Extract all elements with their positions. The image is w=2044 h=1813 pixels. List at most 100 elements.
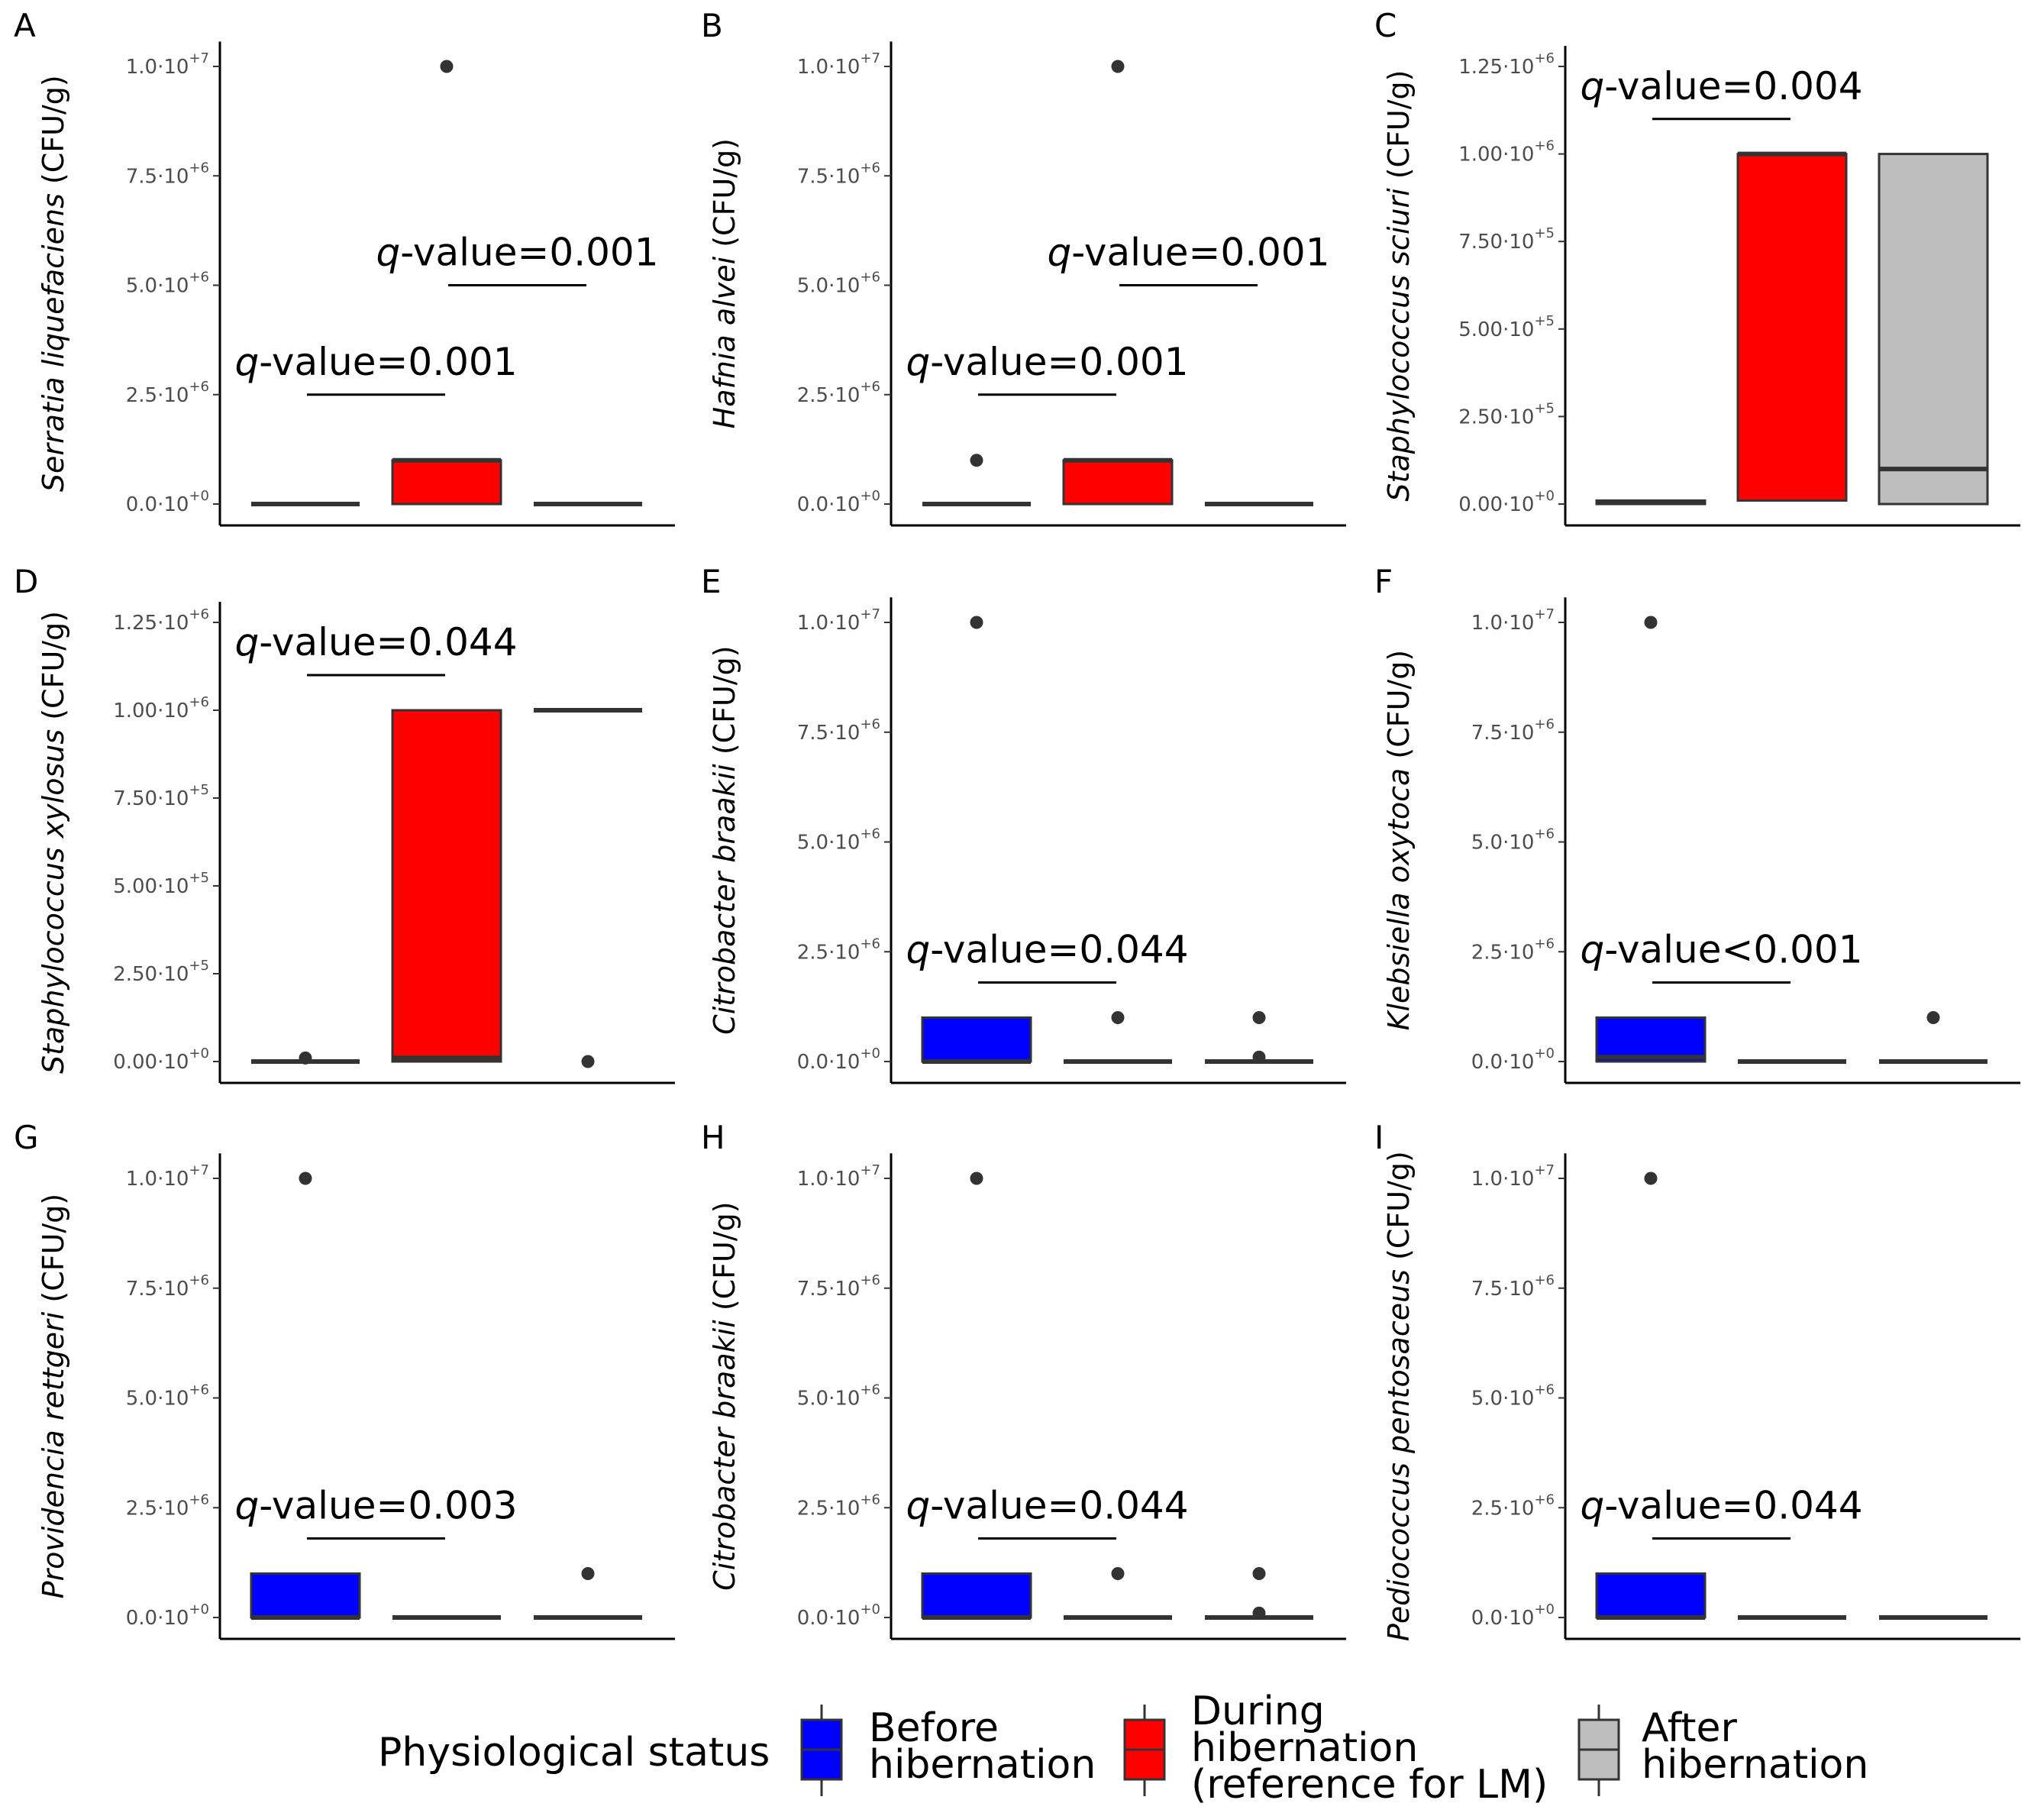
tick-mantissa: 1.00·10 bbox=[113, 700, 189, 722]
tick-mantissa: 0.0·10 bbox=[126, 1607, 189, 1630]
tick-exponent: +6 bbox=[1534, 936, 1555, 952]
y-tick-label: 5.0·10+6 bbox=[797, 1382, 880, 1411]
y-label-unit: (CFU/g) bbox=[1382, 650, 1416, 768]
box-1 bbox=[391, 709, 502, 1063]
legend-label-line: hibernation bbox=[869, 1742, 1096, 1788]
tick-exponent: +5 bbox=[1534, 225, 1555, 241]
tick-exponent: +7 bbox=[860, 50, 880, 66]
outlier-point bbox=[1111, 1567, 1125, 1580]
tick-mantissa: 2.50·10 bbox=[113, 963, 189, 986]
tick-exponent: +7 bbox=[1534, 1162, 1555, 1178]
box-0 bbox=[921, 1016, 1032, 1063]
y-tick-label: 1.0·10+7 bbox=[126, 50, 209, 79]
tick-mantissa: 1.0·10 bbox=[126, 1168, 189, 1191]
tick-mantissa: 7.50·10 bbox=[1458, 231, 1534, 254]
q-value-label: q-value<0.001 bbox=[1580, 928, 1862, 972]
tick-mantissa: 0.00·10 bbox=[113, 1051, 189, 1074]
y-tick-label: 7.5·10+6 bbox=[1471, 1272, 1555, 1301]
q-value-text: -value=0.003 bbox=[259, 1484, 517, 1528]
y-axis-label: Klebsiella oxytoca (CFU/g) bbox=[1382, 650, 1416, 1031]
y-tick-label: 0.0·10+0 bbox=[126, 488, 209, 516]
tick-exponent: +6 bbox=[1534, 1382, 1555, 1398]
tick-mantissa: 2.5·10 bbox=[1471, 1497, 1535, 1520]
outlier-point bbox=[1252, 1567, 1266, 1580]
tick-exponent: +6 bbox=[1534, 1491, 1555, 1508]
legend: Physiological status Before hibernation Dur… bbox=[378, 1689, 1868, 1808]
y-tick-label: 2.5·10+6 bbox=[126, 1491, 209, 1520]
panel-I: I0.0·10+02.5·10+65.0·10+67.5·10+61.0·10+… bbox=[1374, 1119, 2020, 1641]
legend-label-line: After bbox=[1642, 1705, 1737, 1751]
tick-exponent: +6 bbox=[860, 379, 880, 395]
y-tick-label: 5.0·10+6 bbox=[126, 1382, 209, 1411]
y-label-species: Staphylococcus xylosus bbox=[37, 729, 70, 1074]
q-value-text: -value=0.001 bbox=[400, 231, 658, 275]
q-symbol: q bbox=[1580, 64, 1604, 108]
tick-mantissa: 0.0·10 bbox=[797, 1607, 861, 1630]
q-symbol: q bbox=[234, 620, 259, 664]
tick-exponent: +7 bbox=[189, 50, 209, 66]
q-symbol: q bbox=[906, 928, 930, 972]
tick-exponent: +6 bbox=[189, 1491, 209, 1508]
y-tick-label: 0.0·10+0 bbox=[126, 1601, 209, 1630]
q-value-text: -value=0.001 bbox=[1071, 231, 1329, 275]
y-axis-label: Staphylococcus xylosus (CFU/g) bbox=[37, 611, 70, 1074]
tick-mantissa: 2.5·10 bbox=[797, 384, 861, 407]
legend-label: After hibernation bbox=[1642, 1705, 1868, 1788]
outlier-point bbox=[299, 1172, 312, 1185]
y-label-unit: (CFU/g) bbox=[37, 1194, 70, 1312]
tick-exponent: +6 bbox=[860, 1491, 880, 1508]
tick-exponent: +6 bbox=[1534, 50, 1555, 66]
q-value-label: q-value=0.044 bbox=[234, 620, 517, 664]
q-value-label: q-value=0.004 bbox=[1580, 64, 1862, 108]
y-label-unit: (CFU/g) bbox=[708, 1201, 741, 1320]
legend-label-line: Before bbox=[869, 1705, 999, 1751]
outlier-point bbox=[1111, 60, 1125, 73]
y-tick-label: 0.0·10+0 bbox=[797, 1601, 880, 1630]
tick-mantissa: 7.5·10 bbox=[126, 165, 189, 188]
q-value-label: q-value=0.001 bbox=[376, 231, 658, 275]
legend-title: Physiological status bbox=[378, 1730, 770, 1776]
q-value-label: q-value=0.044 bbox=[1580, 1484, 1862, 1528]
tick-exponent: +5 bbox=[189, 782, 209, 798]
outlier-point bbox=[1644, 616, 1658, 629]
outlier-point bbox=[970, 1172, 983, 1185]
y-tick-label: 0.00·10+0 bbox=[113, 1045, 209, 1074]
y-tick-label: 0.0·10+0 bbox=[1471, 1601, 1555, 1630]
tick-exponent: +7 bbox=[189, 1162, 209, 1178]
y-tick-label: 2.5·10+6 bbox=[797, 1491, 880, 1520]
outlier-point bbox=[1926, 1011, 1940, 1024]
y-tick-label: 1.0·10+7 bbox=[126, 1162, 209, 1191]
outlier-point bbox=[440, 60, 454, 73]
tick-mantissa: 2.5·10 bbox=[797, 941, 861, 964]
outlier-point bbox=[581, 1055, 595, 1068]
tick-exponent: +6 bbox=[860, 826, 880, 842]
q-value-text: -value=0.001 bbox=[259, 340, 517, 384]
tick-mantissa: 0.0·10 bbox=[1471, 1607, 1535, 1630]
tick-mantissa: 1.25·10 bbox=[1458, 56, 1534, 79]
y-tick-label: 5.0·10+6 bbox=[797, 270, 880, 298]
legend-label: During hibernation (reference for LM) bbox=[1191, 1689, 1548, 1808]
tick-exponent: +6 bbox=[860, 936, 880, 952]
y-tick-label: 1.0·10+7 bbox=[797, 50, 880, 79]
panel-H: H0.0·10+02.5·10+65.0·10+67.5·10+61.0·10+… bbox=[701, 1119, 1346, 1640]
tick-exponent: +6 bbox=[1534, 716, 1555, 732]
y-tick-label: 5.0·10+6 bbox=[797, 826, 880, 855]
tick-mantissa: 5.0·10 bbox=[797, 832, 861, 855]
panel-D: D0.00·10+02.50·10+55.00·10+57.50·10+51.0… bbox=[14, 563, 675, 1084]
tick-mantissa: 1.0·10 bbox=[797, 1168, 861, 1191]
y-tick-label: 7.5·10+6 bbox=[797, 1272, 880, 1301]
tick-exponent: +6 bbox=[860, 160, 880, 176]
q-value-text: -value=0.044 bbox=[930, 1484, 1188, 1528]
tick-exponent: +6 bbox=[189, 270, 209, 286]
outlier-point bbox=[970, 454, 983, 467]
y-tick-label: 1.00·10+6 bbox=[1458, 138, 1555, 166]
y-tick-label: 1.00·10+6 bbox=[113, 694, 209, 722]
tick-mantissa: 2.50·10 bbox=[1458, 406, 1534, 428]
tick-exponent: +6 bbox=[860, 270, 880, 286]
box-0 bbox=[921, 1572, 1032, 1619]
y-label-unit: (CFU/g) bbox=[1382, 1151, 1416, 1269]
tick-mantissa: 7.5·10 bbox=[126, 1278, 189, 1301]
tick-mantissa: 7.5·10 bbox=[797, 722, 861, 745]
y-label-species: Hafnia alvei bbox=[708, 256, 741, 428]
y-axis-label: Staphylococcus sciuri (CFU/g) bbox=[1382, 70, 1416, 502]
